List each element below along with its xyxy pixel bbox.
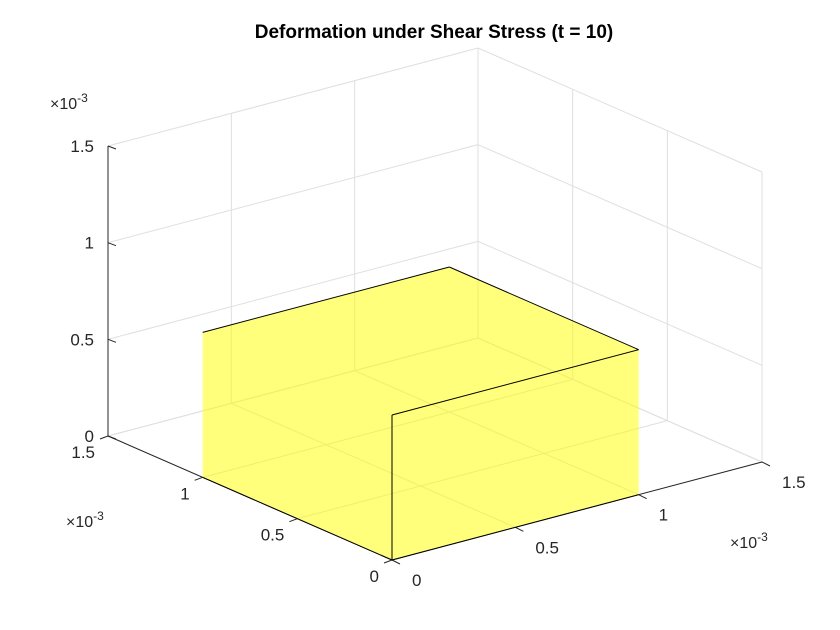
grid-line <box>107 337 479 437</box>
z-tick-mark <box>107 338 117 343</box>
box-edge <box>202 266 450 333</box>
y-tick-label: 1.5 <box>71 443 95 462</box>
box-face-left <box>202 332 392 560</box>
box-face-back <box>202 267 450 478</box>
x-tick-label: 0 <box>412 571 421 590</box>
grid-line <box>107 240 479 340</box>
grid-line <box>202 378 573 478</box>
grid-line <box>107 47 479 147</box>
box-face-bottom <box>202 412 639 560</box>
box-edge <box>391 349 639 416</box>
grid-line <box>107 144 479 244</box>
z-tick-label: 0 <box>85 427 94 446</box>
z-tick-label: 0.5 <box>70 330 94 349</box>
chart-title: Deformation under Shear Stress (t = 10) <box>255 22 613 43</box>
grid-line <box>477 144 763 270</box>
x-tick-mark <box>638 494 647 500</box>
grid-line <box>231 402 516 528</box>
deformed-box <box>202 266 639 561</box>
z-tick-label: 1.5 <box>70 137 94 156</box>
box-edge <box>449 266 639 351</box>
y-tick-mark <box>289 518 298 523</box>
y-axis-exponent: ×10-3 <box>66 509 104 531</box>
y-tick-label: 0 <box>370 567 379 586</box>
x-tick-mark <box>761 461 771 467</box>
y-tick-label: 1 <box>180 484 189 503</box>
z-tick-label: 1 <box>85 234 94 253</box>
grid-line <box>477 47 763 173</box>
z-tick-mark <box>107 435 117 440</box>
grid-line <box>297 420 668 520</box>
y-tick-mark <box>383 559 393 564</box>
grid-line <box>477 337 763 463</box>
x-tick-mark <box>515 526 524 532</box>
box-face-right <box>449 267 639 495</box>
y-tick-mark <box>99 435 109 440</box>
grid-line <box>354 370 639 496</box>
x-tick-label: 1.5 <box>782 473 806 492</box>
box-face-top <box>202 267 639 415</box>
y-tick-mark <box>194 476 203 481</box>
x-tick-label: 1 <box>659 506 668 525</box>
x-tick-label: 0.5 <box>535 538 559 557</box>
x-axis-exponent: ×10-3 <box>730 530 768 552</box>
grid-line <box>477 240 763 366</box>
grid-lines <box>107 47 763 561</box>
z-tick-mark <box>107 242 117 247</box>
x-tick-mark <box>391 559 401 565</box>
box-edge <box>202 476 393 561</box>
y-tick-label: 0.5 <box>261 526 285 545</box>
box-face-front <box>392 349 639 560</box>
z-tick-mark <box>107 145 117 150</box>
z-axis-exponent: ×10-3 <box>50 91 88 113</box>
box-edge <box>391 494 639 561</box>
